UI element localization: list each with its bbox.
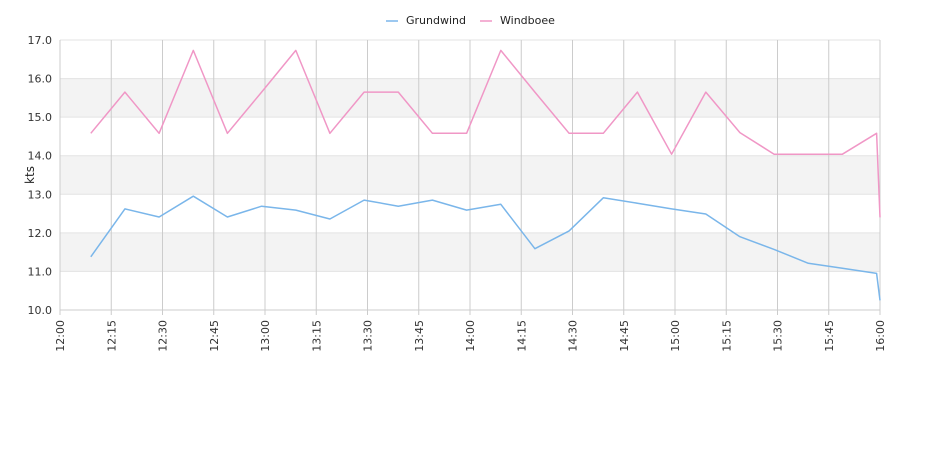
x-tick-label: 12:30 bbox=[157, 320, 170, 352]
y-tick-label: 10.0 bbox=[28, 304, 53, 317]
y-axis-label: kts bbox=[23, 166, 37, 184]
y-tick-label: 16.0 bbox=[28, 73, 53, 86]
legend-item-grundwind[interactable]: Grundwind bbox=[386, 14, 466, 27]
x-tick-label: 15:30 bbox=[772, 320, 785, 352]
series-line-windboee bbox=[90, 49, 881, 218]
y-tick-label: 13.0 bbox=[28, 188, 53, 201]
y-tick-label: 14.0 bbox=[28, 150, 53, 163]
series-lines bbox=[90, 49, 881, 301]
x-tick-label: 14:30 bbox=[567, 320, 580, 352]
y-tick-labels: 10.0 11.0 12.0 13.0 14.0 15.0 16.0 17.0 bbox=[28, 34, 53, 317]
x-tick-label: 13:00 bbox=[259, 320, 272, 352]
series-line-grundwind bbox=[90, 195, 881, 301]
x-tick-labels: 12:00 12:15 12:30 12:45 13:00 13:15 13:30 13:45… bbox=[54, 320, 887, 352]
x-tick-label: 12:00 bbox=[54, 320, 67, 352]
y-tick-label: 17.0 bbox=[28, 34, 53, 47]
x-tick-label: 15:15 bbox=[720, 320, 733, 352]
x-tick-label: 15:00 bbox=[669, 320, 682, 352]
x-tick-label: 12:45 bbox=[208, 320, 221, 352]
x-tick-label: 15:45 bbox=[823, 320, 836, 352]
legend[interactable]: Grundwind Windboee bbox=[386, 14, 555, 27]
x-tick-label: 13:15 bbox=[310, 320, 323, 352]
legend-label: Grundwind bbox=[406, 14, 466, 27]
y-tick-label: 15.0 bbox=[28, 111, 53, 124]
axes bbox=[59, 40, 881, 311]
x-tick-label: 16:00 bbox=[874, 320, 887, 352]
x-tick-label: 14:45 bbox=[618, 320, 631, 352]
y-tick-label: 11.0 bbox=[28, 265, 53, 278]
x-tick-label: 14:15 bbox=[515, 320, 528, 352]
x-tick-label: 13:30 bbox=[362, 320, 375, 352]
legend-label: Windboee bbox=[500, 14, 555, 27]
x-tick-label: 12:15 bbox=[105, 320, 118, 352]
x-tick-label: 13:45 bbox=[413, 320, 426, 352]
y-tick-label: 12.0 bbox=[28, 227, 53, 240]
legend-item-windboee[interactable]: Windboee bbox=[480, 14, 555, 27]
x-tick-label: 14:00 bbox=[464, 320, 477, 352]
